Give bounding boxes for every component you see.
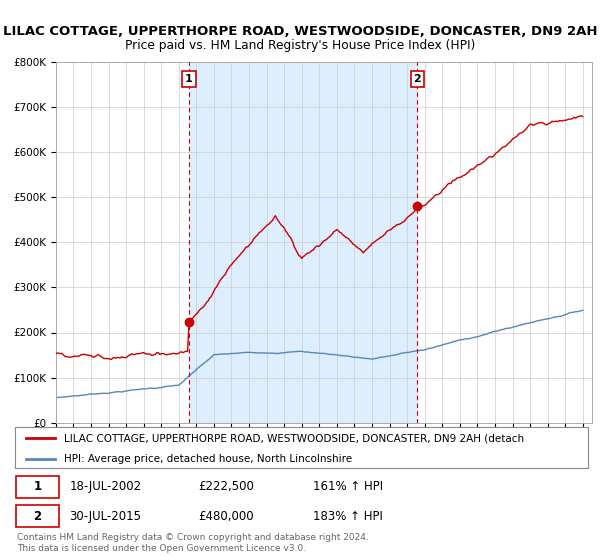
Text: £480,000: £480,000 — [199, 510, 254, 523]
Text: Contains HM Land Registry data © Crown copyright and database right 2024.
This d: Contains HM Land Registry data © Crown c… — [17, 533, 368, 553]
Text: 2: 2 — [33, 510, 41, 523]
Text: 18-JUL-2002: 18-JUL-2002 — [70, 480, 142, 493]
Text: LILAC COTTAGE, UPPERTHORPE ROAD, WESTWOODSIDE, DONCASTER, DN9 2AH: LILAC COTTAGE, UPPERTHORPE ROAD, WESTWOO… — [3, 25, 597, 38]
Bar — [189, 62, 417, 423]
Text: 183% ↑ HPI: 183% ↑ HPI — [313, 510, 383, 523]
Text: LILAC COTTAGE, UPPERTHORPE ROAD, WESTWOODSIDE, DONCASTER, DN9 2AH (detach: LILAC COTTAGE, UPPERTHORPE ROAD, WESTWOO… — [64, 433, 524, 443]
FancyBboxPatch shape — [16, 475, 59, 498]
Text: £222,500: £222,500 — [199, 480, 254, 493]
FancyBboxPatch shape — [15, 427, 588, 468]
Text: HPI: Average price, detached house, North Lincolnshire: HPI: Average price, detached house, Nort… — [64, 454, 352, 464]
Text: 1: 1 — [33, 480, 41, 493]
Text: 2: 2 — [413, 74, 421, 84]
Text: 161% ↑ HPI: 161% ↑ HPI — [313, 480, 383, 493]
Text: 1: 1 — [185, 74, 193, 84]
FancyBboxPatch shape — [16, 505, 59, 528]
Text: 30-JUL-2015: 30-JUL-2015 — [70, 510, 142, 523]
Text: Price paid vs. HM Land Registry's House Price Index (HPI): Price paid vs. HM Land Registry's House … — [125, 39, 475, 52]
